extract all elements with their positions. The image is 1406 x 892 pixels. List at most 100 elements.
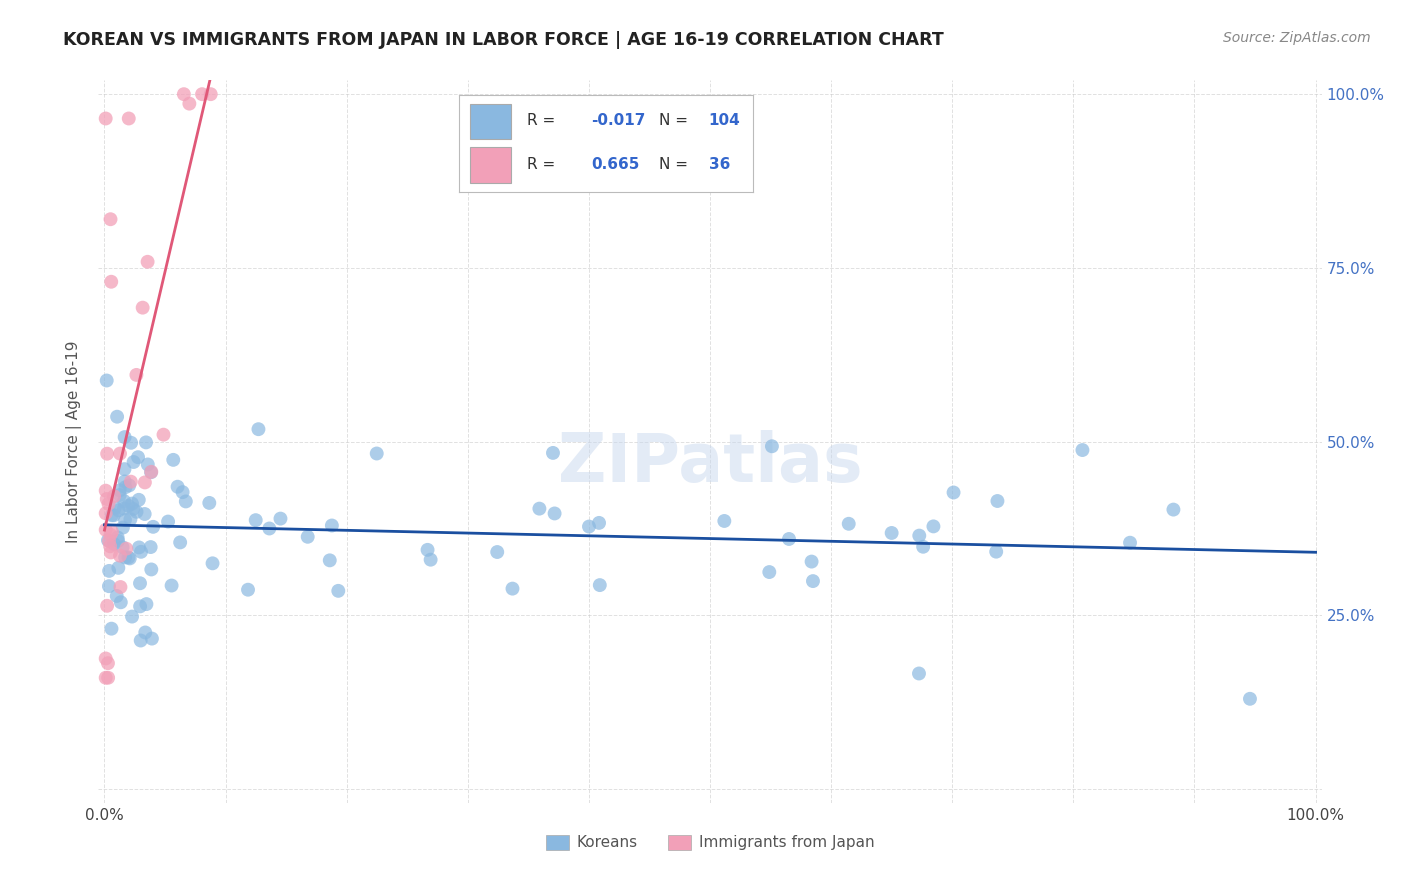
Point bbox=[100, 528, 122, 542]
Point bbox=[1119, 535, 1142, 549]
Point bbox=[118, 551, 141, 566]
Point bbox=[1071, 443, 1094, 458]
Text: ZIPatlas: ZIPatlas bbox=[558, 430, 862, 496]
Point bbox=[135, 435, 157, 450]
Text: KOREAN VS IMMIGRANTS FROM JAPAN IN LABOR FORCE | AGE 16-19 CORRELATION CHART: KOREAN VS IMMIGRANTS FROM JAPAN IN LABOR… bbox=[63, 31, 943, 49]
Point bbox=[114, 550, 136, 565]
Point bbox=[107, 503, 129, 517]
Point bbox=[101, 508, 124, 523]
Point bbox=[129, 576, 152, 591]
Point bbox=[136, 458, 159, 472]
Point bbox=[108, 488, 131, 502]
Point bbox=[97, 579, 120, 593]
Point bbox=[112, 494, 135, 508]
Text: Source: ZipAtlas.com: Source: ZipAtlas.com bbox=[1223, 31, 1371, 45]
Point bbox=[114, 513, 136, 527]
Point bbox=[114, 430, 136, 444]
Point bbox=[117, 550, 139, 565]
Point bbox=[96, 491, 118, 506]
Point bbox=[136, 254, 159, 268]
Point bbox=[541, 446, 564, 460]
Point bbox=[328, 583, 350, 598]
Point bbox=[94, 506, 117, 520]
Point bbox=[94, 112, 117, 126]
Point bbox=[115, 541, 138, 556]
Point bbox=[100, 622, 122, 636]
Point bbox=[121, 609, 143, 624]
Point bbox=[135, 597, 157, 611]
Point bbox=[96, 599, 118, 613]
Point bbox=[1163, 502, 1185, 516]
Point bbox=[162, 453, 184, 467]
Point bbox=[97, 497, 120, 511]
Point bbox=[141, 465, 163, 479]
Point bbox=[416, 542, 439, 557]
Point bbox=[200, 87, 222, 102]
Point bbox=[122, 502, 145, 516]
Point bbox=[174, 494, 197, 508]
Point bbox=[589, 578, 612, 592]
Point bbox=[110, 595, 132, 609]
Point bbox=[125, 505, 148, 519]
Point bbox=[1239, 691, 1261, 706]
Point bbox=[131, 301, 153, 315]
Point bbox=[236, 582, 259, 597]
Point bbox=[107, 533, 129, 548]
Point bbox=[96, 374, 118, 388]
Point bbox=[105, 589, 128, 603]
Point bbox=[96, 447, 118, 461]
Point bbox=[172, 485, 194, 500]
Point bbox=[761, 439, 783, 453]
Point bbox=[120, 475, 142, 489]
Point bbox=[100, 212, 122, 227]
Point bbox=[139, 540, 162, 554]
Point bbox=[101, 524, 124, 539]
Point bbox=[942, 485, 965, 500]
Point bbox=[94, 671, 117, 685]
Point bbox=[114, 480, 136, 494]
Point bbox=[128, 492, 150, 507]
Point bbox=[114, 475, 136, 489]
Point bbox=[117, 499, 139, 513]
Point bbox=[100, 545, 122, 559]
Point bbox=[103, 508, 125, 523]
Point bbox=[169, 535, 191, 549]
Point bbox=[118, 112, 141, 126]
Point bbox=[157, 515, 180, 529]
Point bbox=[108, 549, 131, 563]
Point bbox=[321, 518, 343, 533]
Point bbox=[366, 446, 388, 460]
Point bbox=[108, 483, 131, 498]
Point bbox=[801, 574, 824, 588]
Point bbox=[114, 462, 136, 476]
Point bbox=[486, 545, 509, 559]
Point bbox=[173, 87, 195, 102]
Point bbox=[419, 552, 441, 566]
Point bbox=[778, 532, 800, 546]
Point bbox=[134, 475, 156, 490]
Point bbox=[128, 541, 150, 555]
Point bbox=[319, 553, 342, 567]
Point bbox=[127, 450, 149, 465]
Point bbox=[103, 537, 125, 551]
Point bbox=[269, 511, 291, 525]
Point bbox=[110, 580, 132, 594]
Point bbox=[191, 87, 214, 102]
Point bbox=[201, 557, 224, 571]
Point bbox=[108, 447, 131, 461]
Point bbox=[98, 539, 121, 553]
Point bbox=[152, 427, 174, 442]
Point bbox=[118, 478, 141, 492]
Point bbox=[141, 632, 163, 646]
Point bbox=[120, 435, 142, 450]
Point bbox=[543, 507, 565, 521]
Point bbox=[100, 275, 122, 289]
Point bbox=[122, 455, 145, 469]
Point bbox=[111, 540, 134, 554]
Point bbox=[97, 533, 120, 548]
Point bbox=[912, 540, 935, 554]
Point bbox=[297, 530, 319, 544]
Point bbox=[838, 516, 860, 531]
Point bbox=[139, 465, 162, 479]
Point bbox=[501, 582, 523, 596]
